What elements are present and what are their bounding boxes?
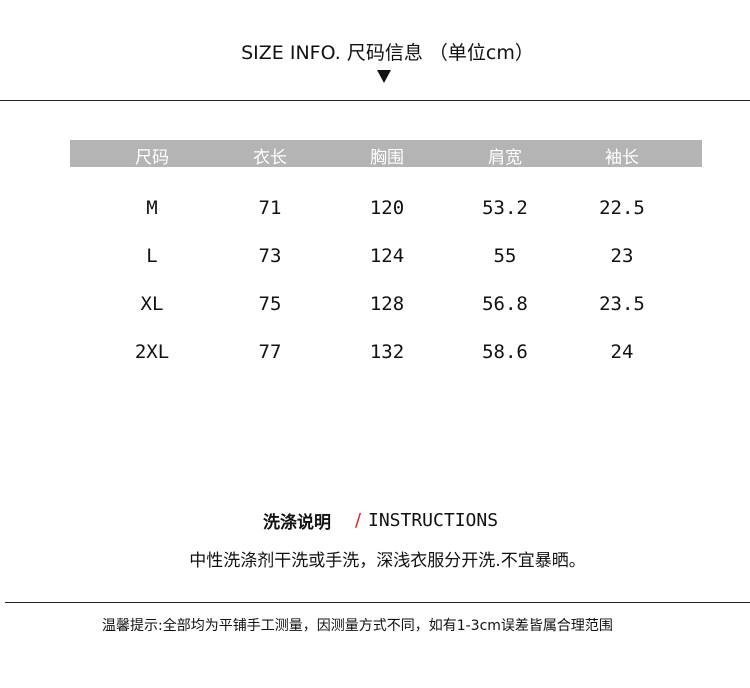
header-cell: 胸围: [370, 148, 404, 168]
measurement-note: 温馨提示:全部均为平铺手工测量，因测量方式不同，如有1-3cm误差皆属合理范围: [102, 618, 613, 634]
page-title: SIZE INFO. 尺码信息 （单位cm）: [241, 42, 534, 64]
measurement-cell: 55: [493, 245, 517, 267]
header-cell: 衣长: [253, 148, 287, 168]
measurement-cell: 71: [258, 197, 282, 219]
instructions-title-cn: 洗涤说明: [263, 513, 331, 533]
measurement-cell: 22.5: [599, 197, 645, 219]
header-cell: 肩宽: [488, 148, 522, 168]
measurement-cell: 56.8: [482, 293, 528, 315]
instructions-slash: /: [355, 510, 362, 531]
instructions-title-en: INSTRUCTIONS: [368, 510, 499, 531]
header-cell: 尺码: [135, 148, 169, 168]
measurement-cell: 75: [258, 293, 282, 315]
down-arrow-icon: [377, 70, 391, 83]
measurement-cell: 120: [369, 197, 405, 219]
size-label-cell: XL: [140, 293, 164, 315]
header-cell: 袖长: [605, 148, 639, 168]
measurement-cell: 23: [610, 245, 634, 267]
measurement-cell: 58.6: [482, 341, 528, 363]
measurement-cell: 128: [369, 293, 405, 315]
measurement-cell: 124: [369, 245, 405, 267]
size-table-header: [70, 140, 702, 167]
size-label-cell: M: [146, 197, 158, 219]
divider-top: [0, 100, 750, 101]
divider-bottom: [5, 602, 750, 603]
measurement-cell: 132: [369, 341, 405, 363]
instructions-text: 中性洗涤剂干洗或手洗，深浅衣服分开洗.不宜暴晒。: [189, 551, 586, 571]
measurement-cell: 53.2: [482, 197, 528, 219]
size-label-cell: L: [146, 245, 158, 267]
measurement-cell: 24: [610, 341, 634, 363]
measurement-cell: 73: [258, 245, 282, 267]
measurement-cell: 23.5: [599, 293, 645, 315]
measurement-cell: 77: [258, 341, 282, 363]
size-label-cell: 2XL: [134, 341, 170, 363]
